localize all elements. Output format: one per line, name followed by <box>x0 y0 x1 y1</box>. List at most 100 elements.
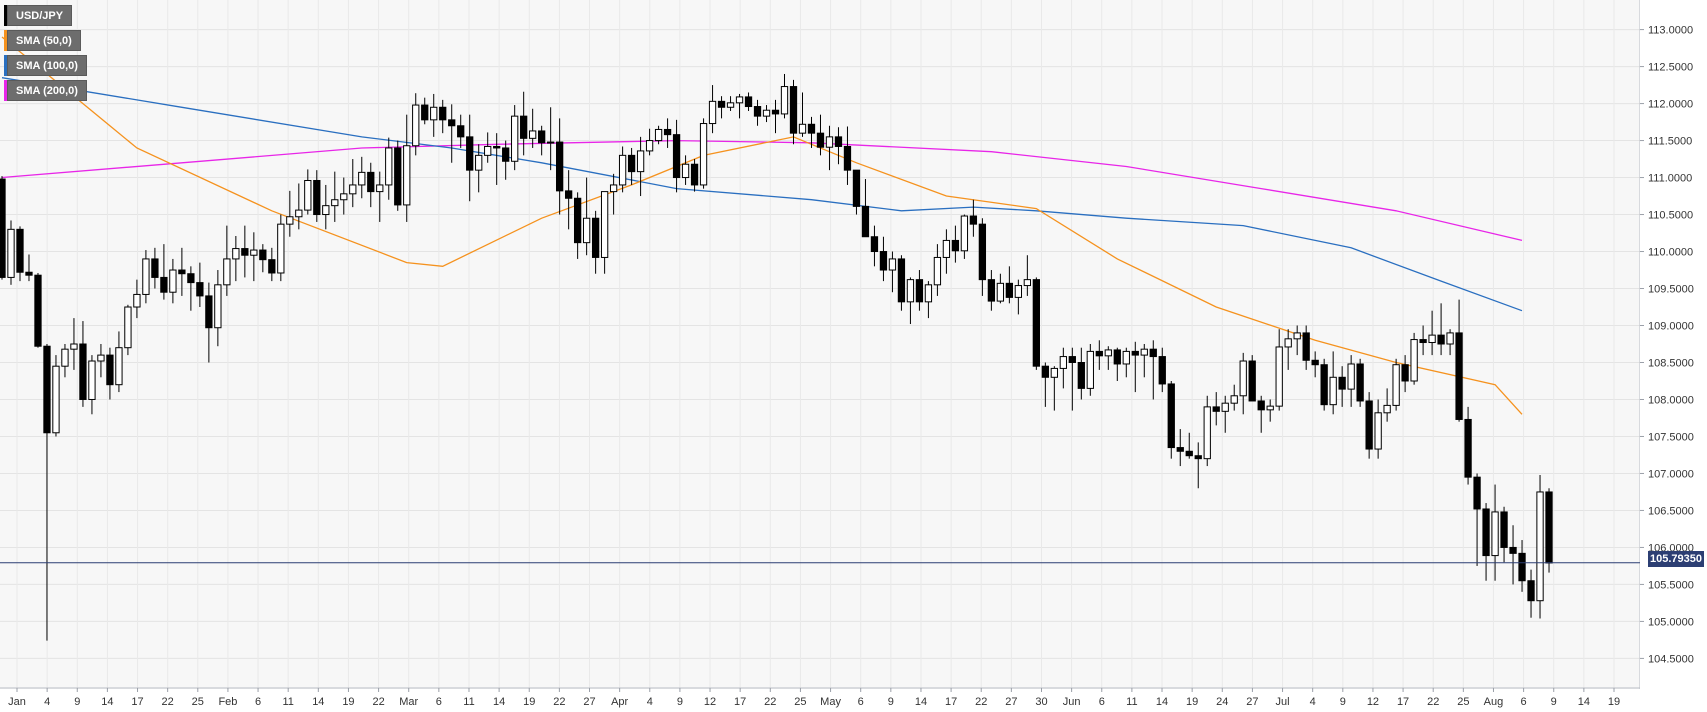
candle-body[interactable] <box>834 136 843 147</box>
candle-body[interactable] <box>906 279 915 303</box>
candle-body[interactable] <box>618 154 627 186</box>
candle-body[interactable] <box>708 100 717 125</box>
candle-body[interactable] <box>88 360 96 400</box>
candle-body[interactable] <box>690 163 699 186</box>
candle-body[interactable] <box>538 130 546 144</box>
candle-body[interactable] <box>1356 363 1364 402</box>
candle-body[interactable] <box>547 141 555 144</box>
candle-body[interactable] <box>205 295 213 329</box>
candle-body[interactable] <box>1230 395 1238 404</box>
candle-body[interactable] <box>412 104 420 147</box>
candle-body[interactable] <box>421 104 429 121</box>
candle-body[interactable] <box>295 209 303 218</box>
candle-body[interactable] <box>250 249 258 256</box>
candle-body[interactable] <box>744 96 753 108</box>
candle-body[interactable] <box>1095 350 1103 357</box>
candle-body[interactable] <box>466 136 474 171</box>
candle-body[interactable] <box>1464 418 1472 478</box>
candle-body[interactable] <box>394 147 402 206</box>
legend-usdjpy[interactable]: USD/JPY <box>4 5 73 26</box>
candle-body[interactable] <box>1329 376 1337 406</box>
candle-body[interactable] <box>1122 350 1130 365</box>
candle-body[interactable] <box>1158 356 1166 385</box>
candle-body[interactable] <box>1419 339 1427 344</box>
candle-body[interactable] <box>1320 364 1328 406</box>
candle-body[interactable] <box>61 348 69 367</box>
candle-body[interactable] <box>241 248 249 256</box>
candle-body[interactable] <box>1257 400 1265 411</box>
candle-body[interactable] <box>672 134 681 179</box>
candle-body[interactable] <box>1374 412 1382 450</box>
candle-body[interactable] <box>25 271 33 276</box>
candle-body[interactable] <box>358 171 366 186</box>
candle-body[interactable] <box>942 239 951 258</box>
candle-body[interactable] <box>1032 279 1040 367</box>
candle-body[interactable] <box>1428 334 1436 344</box>
candle-body[interactable] <box>232 248 240 260</box>
candle-body[interactable] <box>663 128 672 136</box>
candle-body[interactable] <box>1293 332 1301 340</box>
candle-body[interactable] <box>771 109 780 115</box>
candle-body[interactable] <box>582 217 591 244</box>
candle-body[interactable] <box>735 96 744 104</box>
candle-body[interactable] <box>1527 580 1535 602</box>
candle-body[interactable] <box>286 216 294 225</box>
candle-body[interactable] <box>448 119 456 127</box>
candle-body[interactable] <box>1203 406 1211 460</box>
candle-body[interactable] <box>1023 279 1032 287</box>
candle-body[interactable] <box>16 228 24 273</box>
candle-body[interactable] <box>439 106 447 121</box>
candle-body[interactable] <box>1491 511 1499 557</box>
candle-body[interactable] <box>1473 476 1481 510</box>
candle-body[interactable] <box>807 123 816 134</box>
candle-body[interactable] <box>475 154 483 171</box>
candle-body[interactable] <box>969 215 978 225</box>
candle-body[interactable] <box>1437 334 1445 345</box>
candle-body[interactable] <box>34 274 42 347</box>
candle-body[interactable] <box>403 145 411 206</box>
candle-body[interactable] <box>1311 359 1319 366</box>
candle-body[interactable] <box>1212 406 1220 412</box>
candle-body[interactable] <box>1500 511 1508 548</box>
candle-body[interactable] <box>70 343 78 350</box>
candle-body[interactable] <box>7 228 15 278</box>
candle-body[interactable] <box>654 128 663 142</box>
candle-body[interactable] <box>196 282 204 297</box>
candle-body[interactable] <box>1140 348 1148 356</box>
candle-body[interactable] <box>1545 491 1553 564</box>
candle-body[interactable] <box>304 180 312 211</box>
candle-body[interactable] <box>861 205 870 238</box>
candle-body[interactable] <box>897 258 906 303</box>
candle-body[interactable] <box>789 86 798 134</box>
candle-body[interactable] <box>529 130 537 139</box>
candle-body[interactable] <box>0 178 6 278</box>
candle-body[interactable] <box>1113 349 1121 365</box>
candle-body[interactable] <box>825 136 834 148</box>
candle-body[interactable] <box>1068 356 1076 363</box>
candle-body[interactable] <box>520 115 528 139</box>
candle-body[interactable] <box>313 180 321 216</box>
candle-body[interactable] <box>1383 404 1391 414</box>
candle-body[interactable] <box>636 150 645 173</box>
candle-body[interactable] <box>1455 332 1463 420</box>
candle-body[interactable] <box>493 145 501 149</box>
candle-body[interactable] <box>960 215 969 252</box>
candle-body[interactable] <box>987 279 996 302</box>
candle-body[interactable] <box>627 154 636 173</box>
candle-body[interactable] <box>1185 450 1193 457</box>
candle-body[interactable] <box>160 276 168 293</box>
candle-body[interactable] <box>52 365 60 434</box>
candle-body[interactable] <box>430 106 438 121</box>
candle-body[interactable] <box>555 141 564 192</box>
candle-body[interactable] <box>43 345 51 434</box>
candle-body[interactable] <box>511 115 519 162</box>
candle-body[interactable] <box>681 163 690 179</box>
candle-body[interactable] <box>852 169 861 207</box>
candle-body[interactable] <box>699 123 708 186</box>
candle-body[interactable] <box>1176 447 1184 452</box>
candle-body[interactable] <box>996 282 1005 302</box>
candle-body[interactable] <box>1248 360 1256 402</box>
candle-body[interactable] <box>214 284 222 329</box>
candle-body[interactable] <box>259 249 267 261</box>
candle-body[interactable] <box>564 190 573 199</box>
